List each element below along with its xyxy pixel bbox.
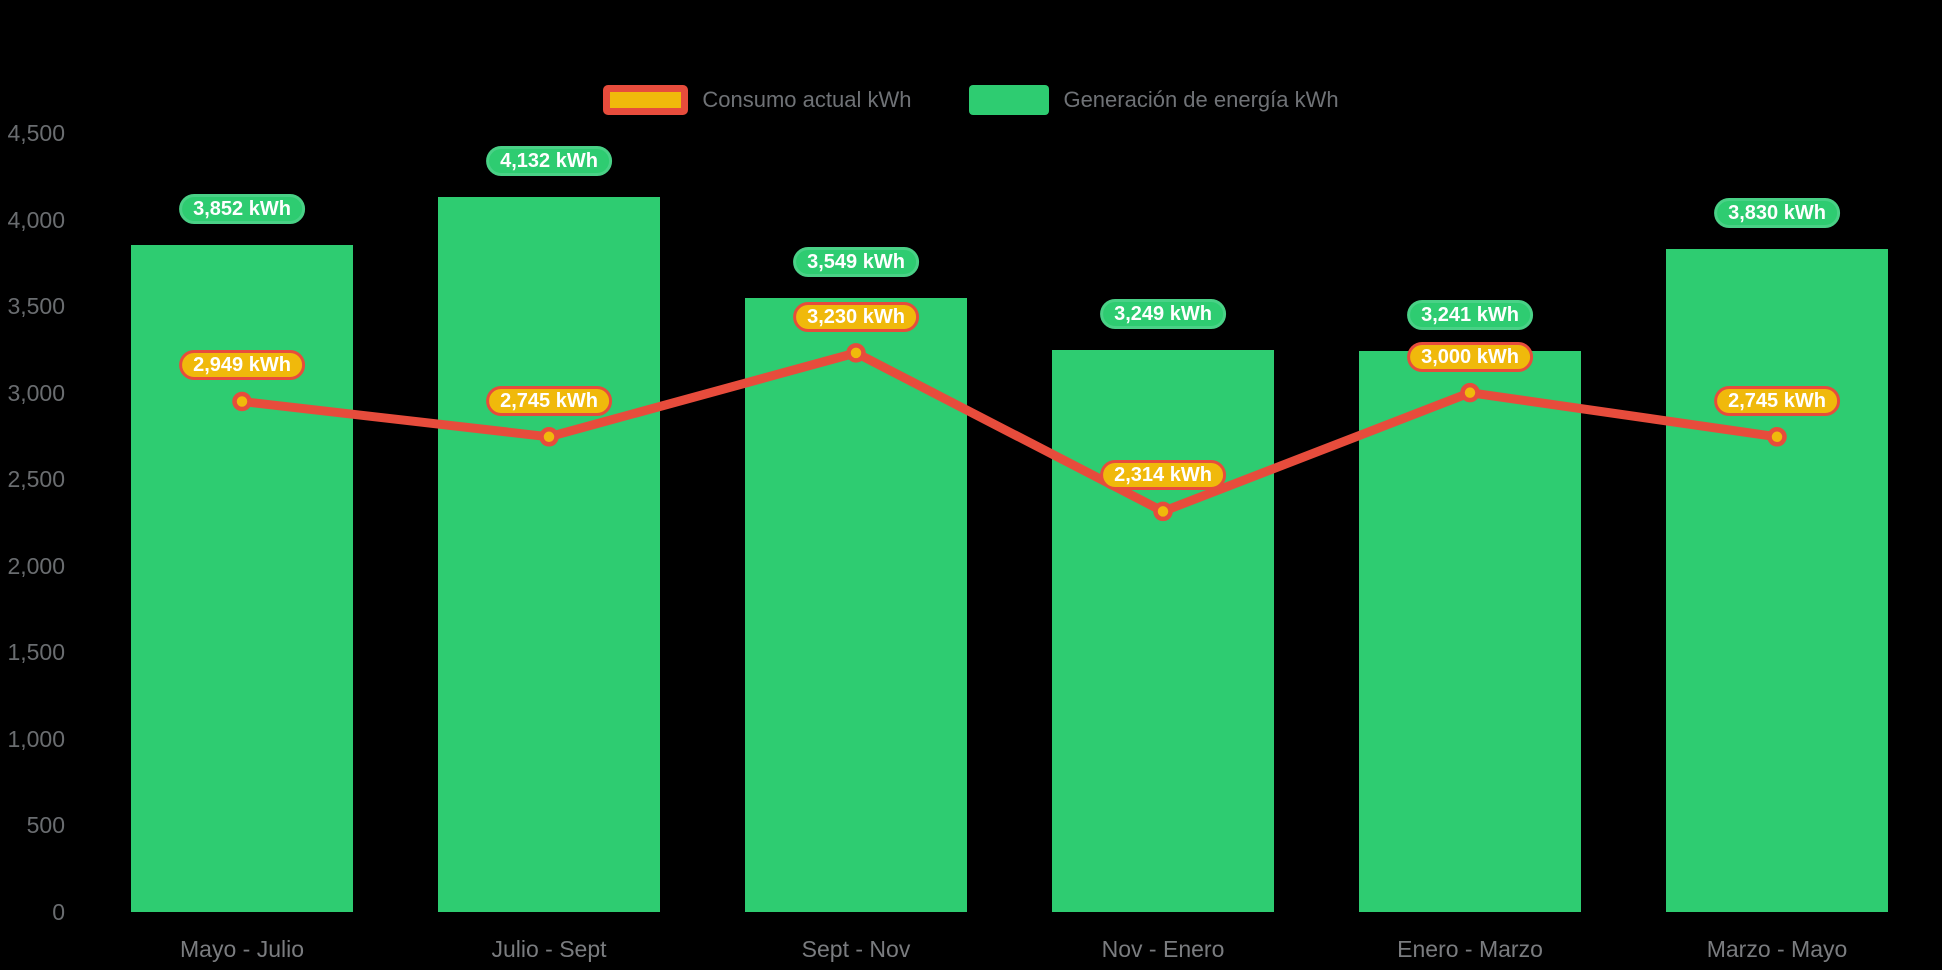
x-axis-label: Mayo - Julio <box>180 936 304 962</box>
x-axis-label: Sept - Nov <box>801 936 911 962</box>
consumo-series-swatch-icon <box>603 85 689 115</box>
y-axis-tick: 2,500 <box>7 466 65 493</box>
y-axis-tick: 3,000 <box>7 379 65 406</box>
legend-label-generacion: Generación de energía kWh <box>1063 87 1339 112</box>
y-axis-tick: 2,000 <box>7 552 65 579</box>
chart-legend: Consumo actual kWh Generación de energía… <box>0 85 1942 115</box>
y-axis-tick: 0 <box>52 899 65 925</box>
generation-value-label: 3,549 kWh <box>793 246 919 277</box>
consumption-value-label: 3,230 kWh <box>793 301 919 332</box>
generation-bar[interactable] <box>745 297 967 912</box>
x-axis-label: Julio - Sept <box>491 936 607 962</box>
generation-value-label: 3,852 kWh <box>179 194 305 225</box>
y-axis-tick: 4,000 <box>7 206 65 233</box>
y-axis-tick: 3,500 <box>7 293 65 320</box>
generation-bar[interactable] <box>438 196 660 912</box>
generation-bar[interactable] <box>1666 249 1888 912</box>
y-axis-tick: 1,500 <box>7 639 65 666</box>
consumption-point[interactable] <box>846 343 866 363</box>
x-axis-label: Marzo - Mayo <box>1706 936 1848 962</box>
consumption-point[interactable] <box>539 427 559 447</box>
consumption-value-label: 2,745 kWh <box>486 385 612 416</box>
generation-bar[interactable] <box>1359 350 1581 912</box>
consumption-point[interactable] <box>1153 501 1173 522</box>
consumption-point[interactable] <box>1767 427 1787 447</box>
consumption-line <box>237 348 1782 516</box>
consumption-value-label: 3,000 kWh <box>1407 341 1533 372</box>
y-axis-tick: 1,000 <box>7 725 65 752</box>
x-axis-label: Enero - Marzo <box>1397 936 1543 962</box>
generation-bar[interactable] <box>1052 349 1274 912</box>
y-axis-tick: 4,500 <box>7 120 65 146</box>
generation-value-label: 3,249 kWh <box>1100 298 1226 329</box>
y-axis-tick: 500 <box>26 812 65 839</box>
generation-value-label: 4,132 kWh <box>486 145 612 176</box>
legend-item-generacion[interactable]: Generación de energía kWh <box>969 85 1339 115</box>
consumption-value-label: 2,314 kWh <box>1100 460 1226 491</box>
legend-label-consumo: Consumo actual kWh <box>702 87 912 112</box>
generacion-series-swatch-icon <box>969 85 1050 115</box>
legend-item-consumo[interactable]: Consumo actual kWh <box>603 85 911 115</box>
consumption-point[interactable] <box>232 391 252 412</box>
generation-value-label: 3,830 kWh <box>1714 197 1840 228</box>
generation-value-label: 3,241 kWh <box>1407 299 1533 330</box>
x-axis-label: Nov - Enero <box>1101 936 1225 962</box>
consumption-value-label: 2,745 kWh <box>1714 385 1840 416</box>
consumption-value-label: 2,949 kWh <box>179 350 305 381</box>
consumption-point[interactable] <box>1460 382 1480 403</box>
